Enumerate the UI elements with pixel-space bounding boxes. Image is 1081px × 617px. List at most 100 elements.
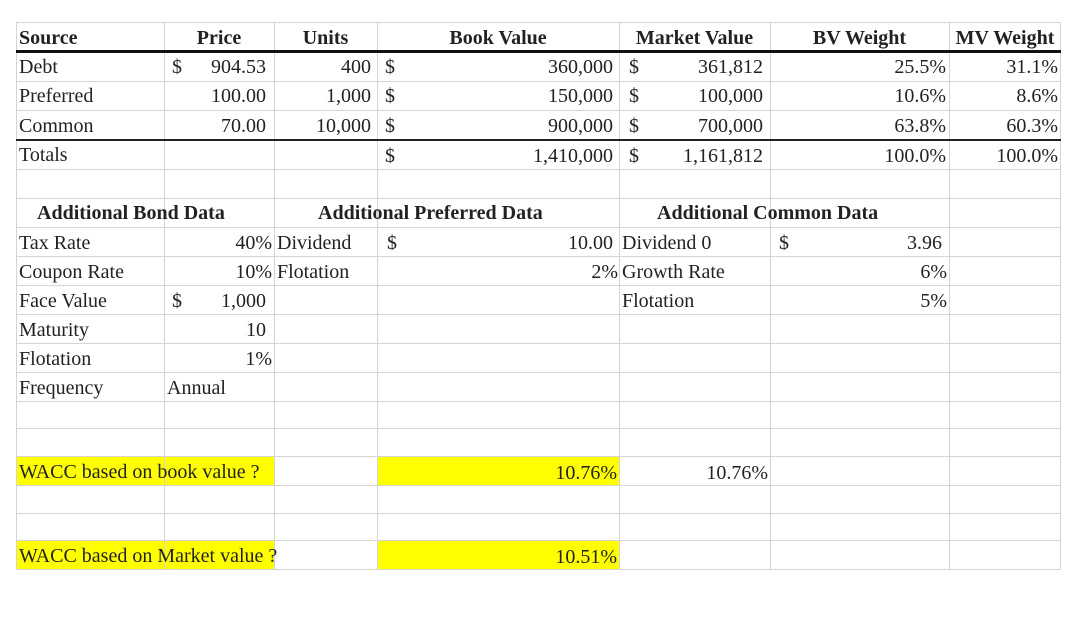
gridline <box>16 285 1061 286</box>
totals-label: Totals <box>19 144 68 166</box>
gridline <box>949 22 950 570</box>
cell-market-value: 361,812 <box>698 56 763 78</box>
cell-price: 70.00 <box>221 115 266 137</box>
common-dividend-value: 3.96 <box>907 232 942 254</box>
wacc-market-answer[interactable]: 10.51% <box>555 546 617 568</box>
totals-mv-weight: 100.0% <box>996 145 1058 167</box>
header-mv-weight: MV Weight <box>955 27 1055 49</box>
cell-currency: $ <box>385 85 395 107</box>
gridline <box>16 372 1061 373</box>
bond-flotation-label: Flotation <box>19 348 92 370</box>
cell-source: Common <box>19 115 94 137</box>
cell-currency: $ <box>779 232 789 254</box>
gridline <box>16 513 1061 514</box>
gridline <box>16 110 1061 111</box>
gridline <box>16 256 1061 257</box>
header-bv-weight: BV Weight <box>812 27 907 49</box>
common-data-title: Additional Common Data <box>657 202 879 224</box>
cell-market-value: 700,000 <box>698 115 763 137</box>
cell-currency: $ <box>385 145 395 167</box>
gridline <box>16 401 1061 402</box>
cell-bv-weight: 63.8% <box>894 115 946 137</box>
cell-source: Debt <box>19 56 58 78</box>
totals-bv-weight: 100.0% <box>884 145 946 167</box>
cell-book-value: 900,000 <box>548 115 613 137</box>
cell-bv-weight: 25.5% <box>894 56 946 78</box>
preferred-dividend-value: 10.00 <box>568 232 613 254</box>
cell-book-value: 150,000 <box>548 85 613 107</box>
bond-data-title: Additional Bond Data <box>37 202 225 224</box>
cell-currency: $ <box>172 290 182 312</box>
cell-currency: $ <box>629 56 639 78</box>
gridline <box>16 169 1061 170</box>
common-dividend-label: Dividend 0 <box>622 232 712 254</box>
header-book-value: Book Value <box>449 27 547 49</box>
bond-frequency-label: Frequency <box>19 377 104 399</box>
highlight-wacc-market-value <box>378 541 619 569</box>
cell-mv-weight: 8.6% <box>1016 85 1058 107</box>
cell-currency: $ <box>385 115 395 137</box>
cell-book-value: 360,000 <box>548 56 613 78</box>
gridline <box>16 569 1061 570</box>
gridline <box>16 428 1061 429</box>
cell-currency: $ <box>629 145 639 167</box>
highlight-wacc-book-value <box>378 457 619 485</box>
bond-coupon-value: 10% <box>235 261 272 283</box>
cell-units: 400 <box>341 56 371 78</box>
gridline <box>16 456 1061 457</box>
gridline <box>164 22 165 570</box>
header-border <box>16 50 1061 53</box>
common-growth-value: 6% <box>920 261 947 283</box>
bond-tax-rate-value: 40% <box>235 232 272 254</box>
header-units: Units <box>302 27 349 49</box>
cell-units: 1,000 <box>326 85 371 107</box>
bond-maturity-label: Maturity <box>19 319 89 341</box>
wacc-book-check: 10.76% <box>706 462 768 484</box>
gridline <box>619 22 620 570</box>
header-market-value: Market Value <box>635 27 754 49</box>
gridline <box>770 22 771 570</box>
cell-currency: $ <box>172 56 182 78</box>
gridline <box>16 227 1061 228</box>
wacc-market-question: WACC based on Market value ? <box>19 545 278 567</box>
totals-border <box>16 139 1061 141</box>
cell-currency: $ <box>387 232 397 254</box>
highlight-wacc-book-label <box>17 457 274 485</box>
cell-currency: $ <box>385 56 395 78</box>
wacc-book-question: WACC based on book value ? <box>19 461 260 483</box>
highlight-wacc-market-label <box>17 541 274 569</box>
cell-market-value: 100,000 <box>698 85 763 107</box>
bond-tax-rate-label: Tax Rate <box>19 232 91 254</box>
bond-flotation-value: 1% <box>245 348 272 370</box>
cell-price: 100.00 <box>211 85 266 107</box>
gridline <box>16 22 17 570</box>
cell-source: Preferred <box>19 85 94 107</box>
cell-currency: $ <box>629 115 639 137</box>
preferred-flotation-value: 2% <box>591 261 618 283</box>
gridline <box>1060 22 1061 570</box>
cell-price: 904.53 <box>211 56 266 78</box>
gridline <box>377 22 378 570</box>
gridline <box>16 314 1061 315</box>
bond-frequency-value: Annual <box>167 377 226 399</box>
cell-currency: $ <box>629 85 639 107</box>
common-flotation-value: 5% <box>920 290 947 312</box>
preferred-flotation-label: Flotation <box>277 261 350 283</box>
gridline <box>16 540 1061 541</box>
bond-coupon-label: Coupon Rate <box>19 261 124 283</box>
gridline <box>16 81 1061 82</box>
common-flotation-label: Flotation <box>622 290 695 312</box>
header-source: Source <box>19 27 78 49</box>
cell-mv-weight: 60.3% <box>1006 115 1058 137</box>
gridline <box>16 343 1061 344</box>
totals-book-value: 1,410,000 <box>533 145 613 167</box>
bond-face-value: 1,000 <box>221 290 266 312</box>
gridline <box>16 198 1061 199</box>
wacc-book-answer[interactable]: 10.76% <box>555 462 617 484</box>
preferred-dividend-label: Dividend <box>277 232 352 254</box>
bond-face-label: Face Value <box>19 290 107 312</box>
gridline <box>274 22 275 570</box>
cell-bv-weight: 10.6% <box>894 85 946 107</box>
cell-mv-weight: 31.1% <box>1006 56 1058 78</box>
